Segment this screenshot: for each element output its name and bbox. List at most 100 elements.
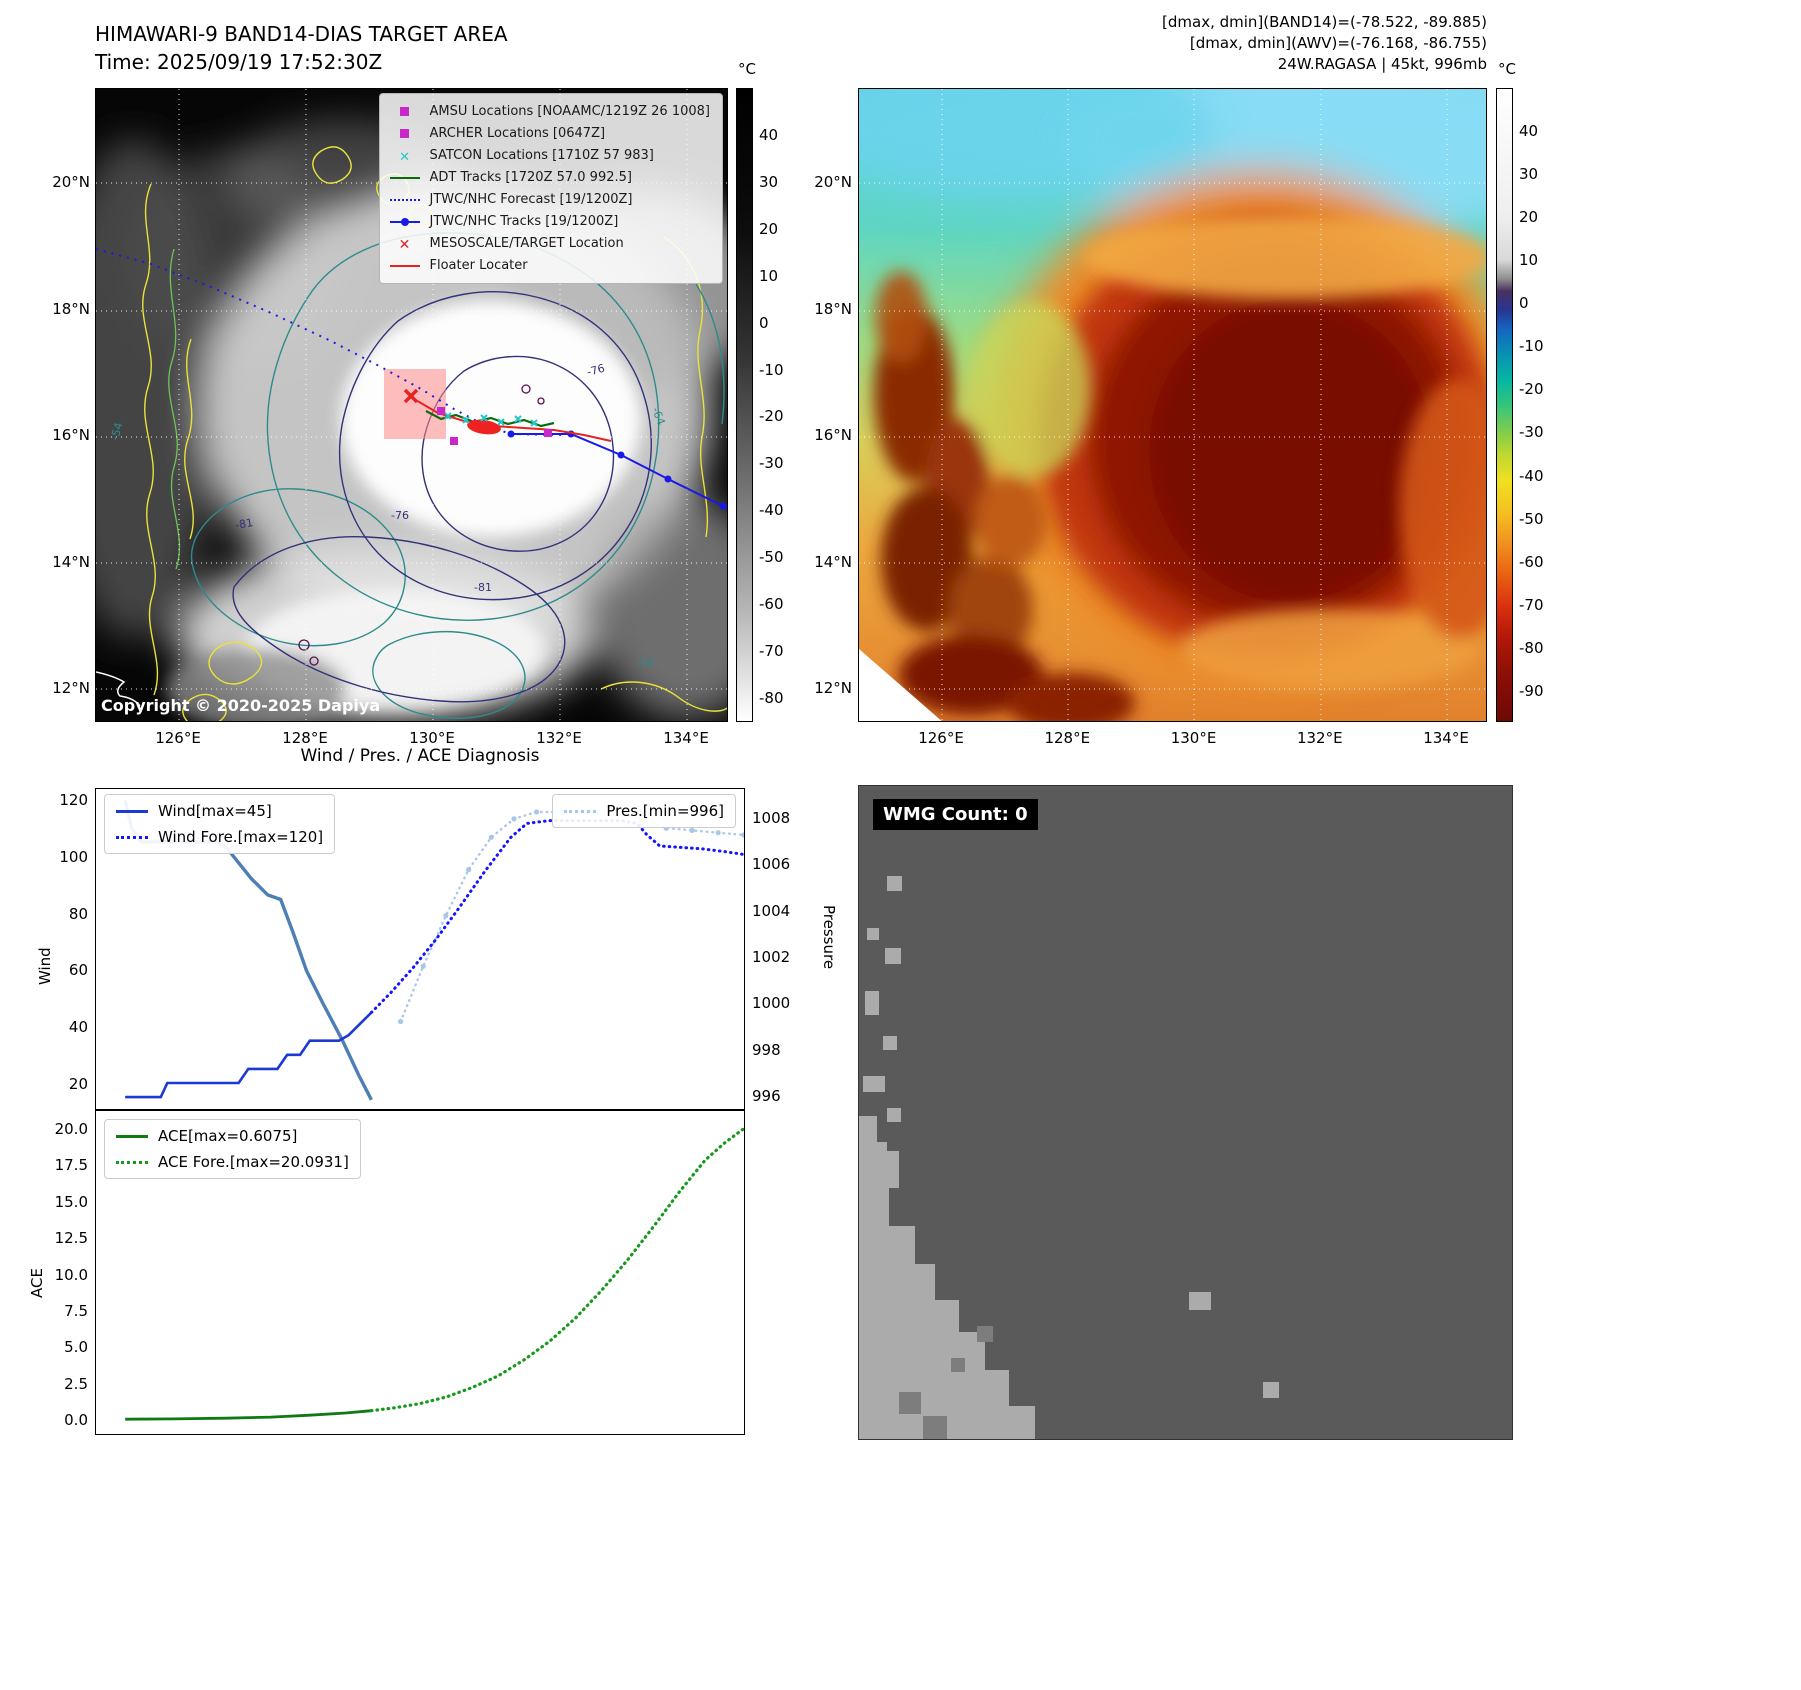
legend-label: MESOSCALE/TARGET Location [429, 236, 624, 251]
wmg-light-clusters [859, 876, 1279, 1439]
wmg-mid-clusters [899, 1326, 993, 1439]
target-area-box [384, 369, 446, 439]
tick-label: 130°E [1170, 729, 1217, 747]
tick-label: 132°E [536, 729, 582, 747]
legend-item-mesoscale: MESOSCALE/TARGET Location [388, 234, 710, 253]
tick-label: 12°N [52, 679, 90, 697]
tick-label: 7.5 [64, 1301, 88, 1320]
wind-axis-label: Wind [36, 947, 54, 985]
tick-label: -70 [1519, 595, 1544, 614]
wind-pressure-chart: Wind[max=45] Wind Fore.[max=120] Pres.[m… [95, 788, 745, 1110]
wind-legend: Wind[max=45] Wind Fore.[max=120] [104, 794, 336, 854]
mesoscale-target-x-icon [403, 388, 419, 404]
legend-label: SATCON Locations [1710Z 57 983] [429, 148, 654, 163]
awv-colorbar [1496, 88, 1513, 722]
tick-label: 30 [1519, 165, 1539, 184]
tick-label: 20 [1519, 208, 1539, 227]
green-contour [168, 248, 181, 570]
floater-line-icon [389, 264, 420, 267]
legend-label: ACE Fore.[max=20.0931] [158, 1153, 349, 1171]
tick-label: 130°E [409, 729, 455, 747]
ace-chart: ACE[max=0.6075] ACE Fore.[max=20.0931] [95, 1110, 745, 1435]
floater-blob [467, 419, 501, 435]
tick-label: 128°E [282, 729, 328, 747]
pressure-y-axis: 1008 1006 1004 1002 1000 998 996 [752, 808, 800, 1106]
tick-label: -10 [759, 360, 784, 379]
legend-item-wind: Wind[max=45] [116, 802, 323, 820]
band14-colorbar-unit: °C [738, 60, 756, 78]
tick-label: 40 [759, 126, 779, 144]
dmax-dmin-awv: [dmax, dmin](AWV)=(-76.168, -86.755) [1189, 34, 1487, 52]
ace-forecast-dotted-icon [116, 1160, 148, 1164]
legend-label: AMSU Locations [NOAAMC/1219Z 26 1008] [429, 104, 710, 119]
pressure-forecast-line [399, 810, 744, 1023]
ace-legend: ACE[max=0.6075] ACE Fore.[max=20.0931] [104, 1119, 361, 1179]
legend-item-adt: ADT Tracks [1720Z 57.0 992.5] [388, 168, 710, 187]
ace-plot [125, 1126, 744, 1421]
tick-label: 15.0 [54, 1192, 88, 1211]
tick-label: 40 [1519, 122, 1539, 140]
tick-label: -50 [759, 548, 784, 567]
tick-label: 134°E [1423, 729, 1469, 747]
tick-label: 2.5 [64, 1374, 88, 1393]
tick-label: -20 [759, 407, 784, 426]
storm-name-intensity: 24W.RAGASA | 45kt, 996mb [1277, 55, 1487, 73]
band14-lat-axis: 20°N 18°N 16°N 14°N 12°N [38, 172, 90, 698]
tick-label: -90 [1519, 681, 1544, 700]
wind-y-axis: 120 100 80 60 40 20 [40, 790, 88, 1094]
navy-contours [232, 291, 652, 703]
tick-label: -60 [1519, 552, 1544, 571]
coastline [96, 671, 141, 707]
archer-square-icon [400, 129, 410, 138]
band14-colorbar-ticks: 40 30 20 10 0 -10 -20 -30 -40 -50 -60 -70 -80 [759, 125, 799, 708]
tick-label: 14°N [814, 552, 852, 571]
tick-label: -50 [1519, 509, 1544, 528]
pressure-dotted-icon [564, 809, 597, 813]
amsu-square-icon [400, 107, 410, 116]
adt-line-icon [389, 176, 420, 179]
wmg-background [859, 786, 1512, 1439]
series-markers [398, 809, 744, 1025]
tick-label: -40 [1519, 466, 1544, 485]
legend-label: ARCHER Locations [0647Z] [429, 126, 606, 141]
tick-label: 20 [759, 219, 779, 238]
tick-label: 100 [59, 847, 88, 866]
tick-label: 1004 [752, 901, 791, 920]
tick-label: 20 [68, 1074, 88, 1093]
ace-forecast-line [369, 1126, 744, 1413]
tick-label: 17.5 [54, 1156, 88, 1175]
ace-line-icon [116, 1134, 148, 1138]
diagnosis-title: Wind / Pres. / ACE Diagnosis [300, 746, 540, 766]
legend-item-jtwc-forecast: JTWC/NHC Forecast [19/1200Z] [388, 190, 710, 209]
contour-label: -81 [234, 516, 254, 532]
track-line-dot-icon [389, 217, 420, 226]
legend-label: ACE[max=0.6075] [158, 1127, 298, 1145]
tick-label: 12.5 [54, 1229, 88, 1248]
tick-label: 20°N [52, 173, 90, 191]
wind-forecast-dotted-icon [116, 835, 148, 839]
amsu-archer-markers [437, 407, 552, 445]
contour-labels: -54 -54 -64 -76 -76 -81 -81 [108, 362, 667, 670]
legend-label: Floater Locater [429, 258, 528, 273]
awv-satellite-image [859, 89, 1486, 721]
tick-label: 1000 [752, 994, 791, 1013]
wind-line-icon [116, 809, 148, 813]
tick-label: 10 [759, 266, 779, 285]
copyright-text: Copyright © 2020-2025 Dapiya [101, 696, 381, 715]
dmax-dmin-band14: [dmax, dmin](BAND14)=(-78.522, -89.885) [1162, 13, 1487, 31]
tick-label: 126°E [155, 729, 201, 747]
wind-observed-line [125, 1011, 373, 1099]
wmg-mask-image [859, 786, 1512, 1439]
tick-label: 5.0 [64, 1338, 88, 1357]
tick-label: 996 [752, 1086, 781, 1105]
legend-item-ace: ACE[max=0.6075] [116, 1127, 349, 1145]
awv-map [858, 88, 1487, 722]
legend-item-jtwc-tracks: JTWC/NHC Tracks [19/1200Z] [388, 212, 710, 231]
ace-axis-label: ACE [28, 1268, 46, 1298]
band14-title: HIMAWARI-9 BAND14-DIAS TARGET AREA [95, 22, 508, 46]
legend-label: JTWC/NHC Forecast [19/1200Z] [429, 192, 633, 207]
legend-item-archer: ARCHER Locations [0647Z] [388, 124, 710, 143]
ace-observed-line [125, 1409, 372, 1421]
tick-label: 18°N [52, 299, 90, 318]
tick-label: 30 [759, 172, 779, 191]
